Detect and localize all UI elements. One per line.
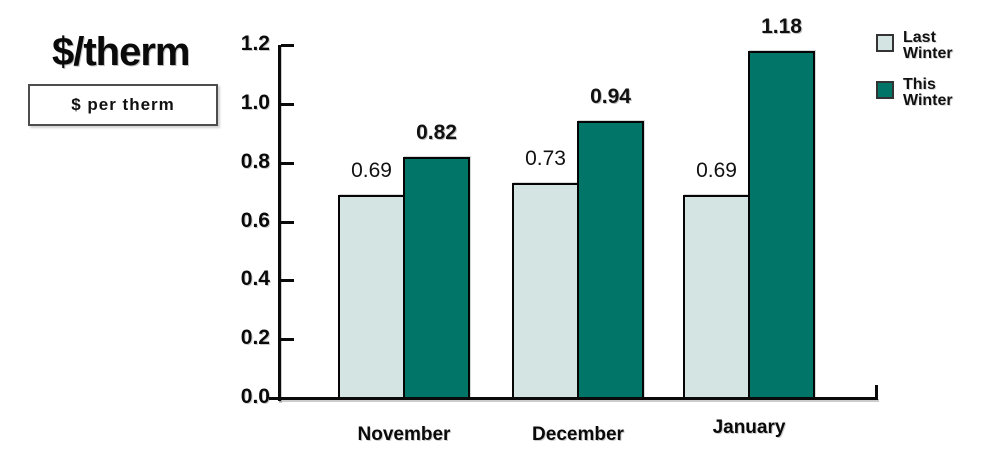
y-axis-zero-tick [269, 397, 278, 400]
bar-value-label: 0.73 [525, 147, 566, 170]
bar-value-label: 0.69 [351, 159, 392, 182]
bar-this-winter-january [748, 51, 815, 398]
legend-item-label: This Winter [903, 76, 953, 109]
bar-value-label: 0.94 [590, 85, 631, 108]
x-axis-label-december: December [532, 424, 624, 445]
y-axis-tick [281, 221, 294, 224]
chart-legend: Last Winter This Winter [876, 30, 967, 109]
legend-item-label: Last Winter [903, 29, 953, 62]
y-axis-line [278, 45, 281, 401]
unit-label-box: $ per therm [28, 84, 218, 126]
y-axis-tick [281, 338, 294, 341]
x-axis-label-january: January [712, 417, 786, 438]
y-axis-tick-label: 0.4 [240, 267, 270, 290]
bar-value-label: 0.69 [696, 159, 737, 182]
x-axis-line [278, 397, 878, 400]
bar-this-winter-november [403, 157, 470, 398]
y-axis-tick-label: 1.2 [240, 32, 270, 55]
y-axis-tick [281, 44, 294, 47]
x-axis-label-november: November [357, 424, 451, 445]
legend-item-last-winter: Last Winter [876, 30, 967, 62]
x-axis-end-tick [875, 385, 878, 398]
bar-last-winter-november [338, 195, 405, 398]
y-axis-tick [281, 103, 294, 106]
bar-last-winter-december [512, 183, 579, 398]
bar-last-winter-january [683, 195, 750, 398]
y-axis-tick-label: 0.2 [240, 326, 270, 349]
legend-swatch-icon [876, 34, 894, 52]
y-axis-tick [281, 162, 294, 165]
y-axis-tick-label: 1.0 [240, 91, 270, 114]
legend-item-this-winter: This Winter [876, 77, 967, 109]
y-axis-tick-label: 0.0 [240, 385, 270, 408]
y-axis-tick [281, 279, 294, 282]
chart-title: $/therm [52, 30, 190, 74]
bar-this-winter-december [577, 121, 644, 398]
unit-label: $ per therm [71, 95, 175, 114]
bar-value-label: 1.18 [761, 15, 802, 38]
y-axis-tick-label: 0.6 [240, 209, 270, 232]
legend-swatch-icon [876, 81, 894, 99]
bar-value-label: 0.82 [416, 121, 457, 144]
y-axis-tick-label: 0.8 [240, 150, 270, 173]
